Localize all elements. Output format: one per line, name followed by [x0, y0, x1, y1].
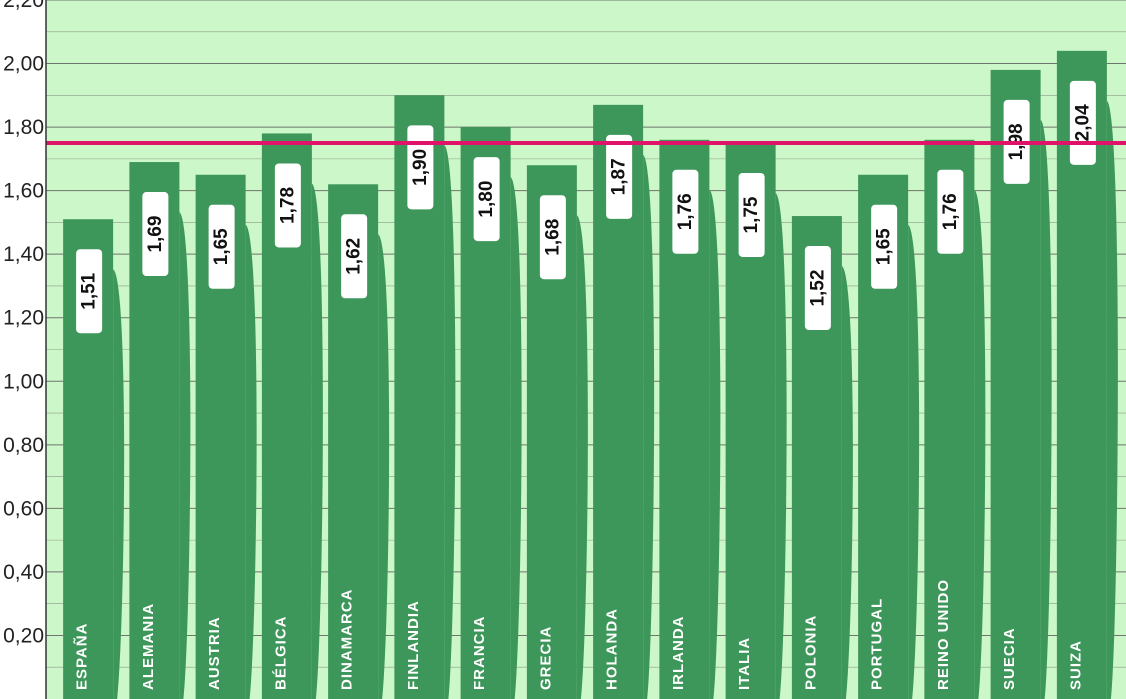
category-label: PORTUGAL [869, 598, 886, 690]
bar-group: 2,04 SUIZA [1056, 50, 1118, 699]
category-label: GRECIA [537, 626, 554, 690]
value-label: 1,76 [675, 193, 696, 230]
bar-group: 1,98SUECIA [990, 69, 1052, 699]
value-label-box [606, 134, 633, 219]
y-tick-label: 1,00 [3, 370, 44, 393]
bar-tail-decoration [1040, 119, 1052, 699]
bar-group: 1,51 ESPAÑA [63, 219, 125, 699]
value-label: 1,51 [79, 272, 100, 309]
bar-group: 1,65 PORTUGAL [858, 174, 920, 699]
category-label: IRLANDA [670, 616, 687, 691]
y-tick-label: 1,80 [3, 116, 44, 139]
bar-tail-decoration [709, 189, 721, 699]
bar-tail-decoration [510, 177, 522, 699]
value-label: 2,04 [1072, 104, 1093, 141]
bar-group: 1,90 FINLANDIA [394, 95, 456, 699]
bar-tail-decoration [643, 154, 655, 699]
value-label: 1,65 [874, 228, 895, 265]
value-label-box [76, 249, 103, 334]
bar-group: 1,87 HOLANDA [593, 104, 655, 699]
bar-group: 1,52 POLONIA [791, 216, 853, 699]
value-label-box [539, 195, 566, 280]
value-label-box [341, 214, 368, 299]
bar-group: 1,76 IRLANDA [659, 139, 721, 699]
bar-tail-decoration [908, 224, 920, 699]
category-label: HOLANDA [604, 608, 621, 690]
bar-group: 1,62 DINAMARCA [328, 184, 390, 699]
category-label: POLONIA [802, 615, 819, 690]
bar-group: 1,65 AUSTRIA [195, 174, 257, 699]
bar-group: 1,76 REINO UNIDO [924, 139, 986, 699]
value-label-box [738, 172, 765, 257]
bar-tail-decoration [245, 224, 257, 699]
category-label: FRANCIA [471, 616, 488, 691]
bar-group: 1,68 GRECIA [526, 165, 588, 699]
category-label: AUSTRIA [206, 616, 223, 690]
category-label: ALEMANIA [140, 603, 157, 690]
value-label: 1,62 [344, 238, 365, 275]
bar-tail-decoration [841, 266, 853, 699]
bar-tail-decoration [1106, 100, 1118, 699]
bar-tail-decoration [378, 234, 390, 699]
category-label: SUECIA [1001, 627, 1018, 690]
bar-group: 1,75 ITALIA [725, 142, 787, 699]
bar-tail-decoration [179, 212, 191, 699]
bars: 1,51 ESPAÑA 1,69 ALEMANIA 1,65 AUSTRIA 1,78 BÉL… [63, 50, 1118, 699]
value-label-box [473, 157, 500, 242]
bar-tail-decoration [311, 183, 323, 699]
category-label: ESPAÑA [73, 623, 91, 690]
y-tick-label: 1,20 [3, 307, 44, 330]
bar-group: 1,69 ALEMANIA [129, 162, 191, 699]
value-label: 1,68 [542, 219, 563, 256]
y-tick-label: 0,80 [3, 434, 44, 457]
value-label-box [937, 169, 964, 254]
bar-tail-decoration [444, 145, 456, 699]
value-label: 1,90 [410, 149, 431, 186]
y-tick-label: 0,60 [3, 497, 44, 520]
value-label: 1,75 [741, 196, 762, 233]
bar-group: 1,78 BÉLGICA [261, 133, 323, 699]
value-label-box [142, 192, 169, 277]
bar-tail-decoration [775, 192, 787, 699]
category-label: ITALIA [736, 637, 753, 690]
value-label-box [274, 163, 301, 248]
value-label: 1,76 [940, 193, 961, 230]
category-label: BÉLGICA [272, 616, 289, 691]
value-label-box [672, 169, 699, 254]
y-tick-label: 2,20 [3, 0, 44, 12]
value-label-box [407, 125, 434, 210]
category-label: SUIZA [1067, 640, 1084, 690]
y-tick-label: 2,00 [3, 53, 44, 76]
value-label: 1,80 [476, 181, 497, 218]
bar-tail-decoration [113, 269, 125, 699]
value-label: 1,52 [807, 270, 828, 307]
value-label: 1,87 [609, 158, 630, 195]
y-tick-label: 0,20 [3, 624, 44, 647]
y-tick-label: 0,40 [3, 561, 44, 584]
value-label: 1,69 [145, 216, 166, 253]
bar-group: 1,80 FRANCIA [460, 127, 522, 699]
value-label-box [208, 204, 235, 289]
category-label: REINO UNIDO [935, 579, 952, 690]
bar-tail-decoration [974, 189, 986, 699]
y-tick-label: 1,40 [3, 243, 44, 266]
value-label: 1,65 [211, 228, 232, 265]
value-label-box [871, 204, 898, 289]
value-label-box [804, 246, 831, 331]
y-axis-tick-labels: 0,20 0,40 0,60 0,80 1,00 1,20 1,40 1,60 1,80 2,00… [3, 0, 44, 647]
bar-tail-decoration [576, 215, 588, 699]
y-tick-label: 1,60 [3, 180, 44, 203]
value-label: 1,78 [277, 187, 298, 224]
category-label: FINLANDIA [405, 600, 422, 690]
category-label: DINAMARCA [339, 589, 356, 691]
